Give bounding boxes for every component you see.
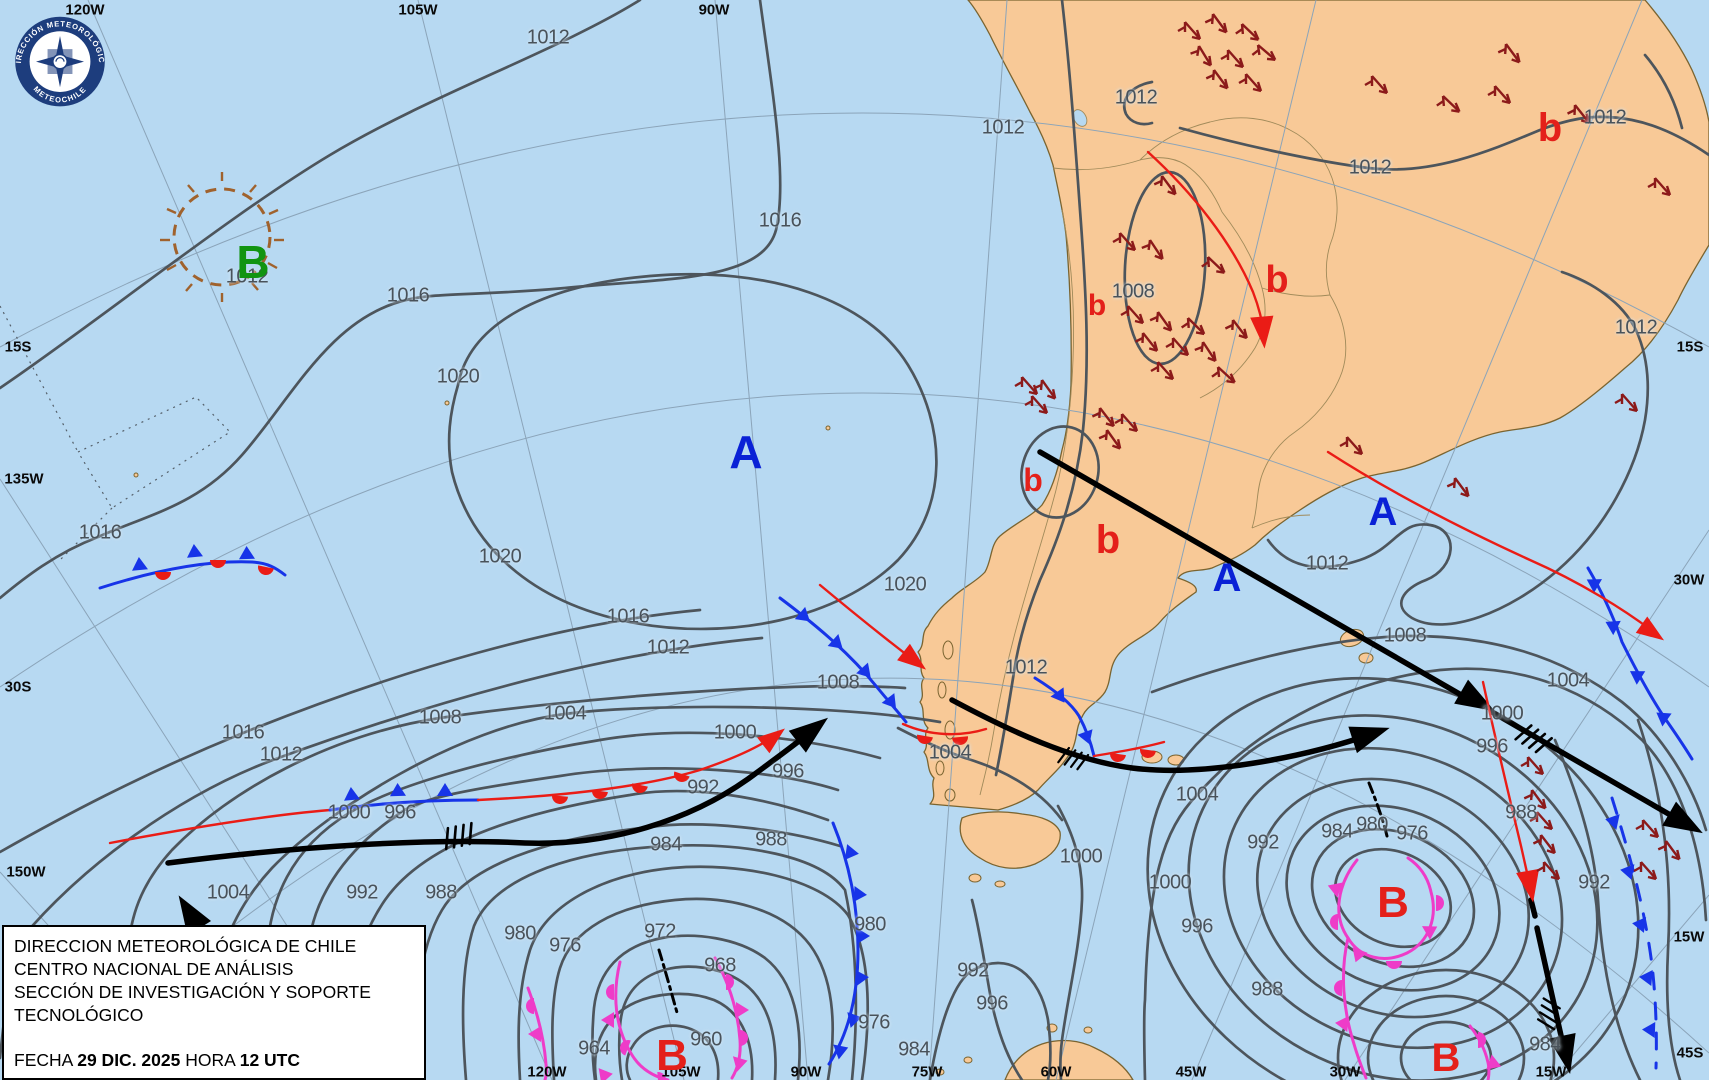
country-borders bbox=[979, 109, 1347, 796]
shear-lines bbox=[657, 781, 1389, 1018]
landmass-south-america bbox=[133, 0, 1709, 1080]
cold-front-chile-coast bbox=[778, 596, 988, 746]
trough-arrow-south-chile bbox=[818, 583, 933, 678]
cold-front-atlantic bbox=[1582, 566, 1694, 761]
cold-front-south-pacific bbox=[827, 821, 870, 1066]
antarctic-peninsula bbox=[1004, 1039, 1134, 1080]
hora-label: HORA bbox=[185, 1050, 235, 1070]
datetime-line: FECHA 29 DIC. 2025 HORA 12 UTC bbox=[14, 1049, 414, 1072]
green-low-trough-circle bbox=[160, 172, 284, 302]
red-troughs bbox=[1146, 150, 1544, 902]
info-box: DIRECCION METEOROLÓGICA DE CHILE CENTRO … bbox=[2, 925, 426, 1080]
tierra-del-fuego bbox=[959, 811, 1061, 869]
stationary-warm-front-south bbox=[108, 720, 792, 845]
hora-value: 12 UTC bbox=[239, 1050, 301, 1070]
occluded-front-low-b3 bbox=[1468, 1024, 1504, 1080]
stationary-front-northwest bbox=[98, 543, 287, 590]
fecha-label: FECHA bbox=[14, 1050, 73, 1070]
occluded-front-low-b2 bbox=[1325, 856, 1444, 1080]
maritime-boundary-dotted bbox=[0, 305, 231, 561]
dashed-cold-front-southeast bbox=[1603, 796, 1658, 1070]
front-patagonia-east bbox=[1033, 676, 1166, 764]
trough-arrow-atlantic bbox=[1326, 450, 1670, 649]
agency-logo: DIRECCIÓN METEOROLÓGICA METEOCHILE bbox=[0, 0, 105, 107]
occluded-fronts-deep-low bbox=[526, 956, 750, 1080]
agency-line-1: DIRECCION METEOROLÓGICA DE CHILE bbox=[14, 936, 357, 956]
compass-rose-icon bbox=[36, 36, 84, 88]
agency-line-2: CENTRO NACIONAL DE ANÁLISIS bbox=[14, 959, 294, 979]
agency-line-3: SECCIÓN DE INVESTIGACIÓN Y SOPORTE TECNO… bbox=[14, 982, 371, 1025]
fecha-value: 29 DIC. 2025 bbox=[77, 1050, 181, 1070]
fronts-and-jets bbox=[98, 150, 1701, 1080]
